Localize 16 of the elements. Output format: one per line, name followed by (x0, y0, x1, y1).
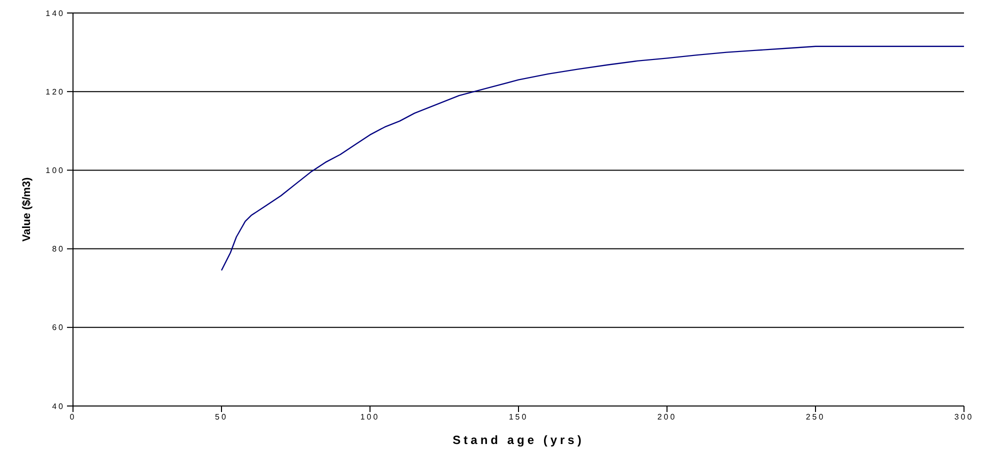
y-tick-label: 80 (52, 244, 65, 254)
x-axis-title: Stand age (yrs) (452, 433, 584, 447)
x-tick-label: 250 (806, 412, 826, 422)
y-tick-label: 140 (46, 8, 65, 18)
y-tick-label: 60 (52, 323, 65, 332)
x-tick-label: 100 (360, 412, 380, 422)
y-tick-label: 100 (46, 166, 65, 176)
y-tick-label: 40 (52, 402, 65, 411)
x-tick-label: 50 (215, 412, 228, 422)
line-series (220, 46, 964, 272)
y-tick-label: 120 (46, 87, 65, 96)
x-tick-label: 200 (657, 412, 677, 422)
y-axis-title: Value ($/m3) (20, 177, 33, 242)
x-tick-label: 150 (508, 412, 528, 422)
x-tick-label: 0 (70, 412, 76, 422)
x-tick-label: 300 (954, 412, 974, 422)
